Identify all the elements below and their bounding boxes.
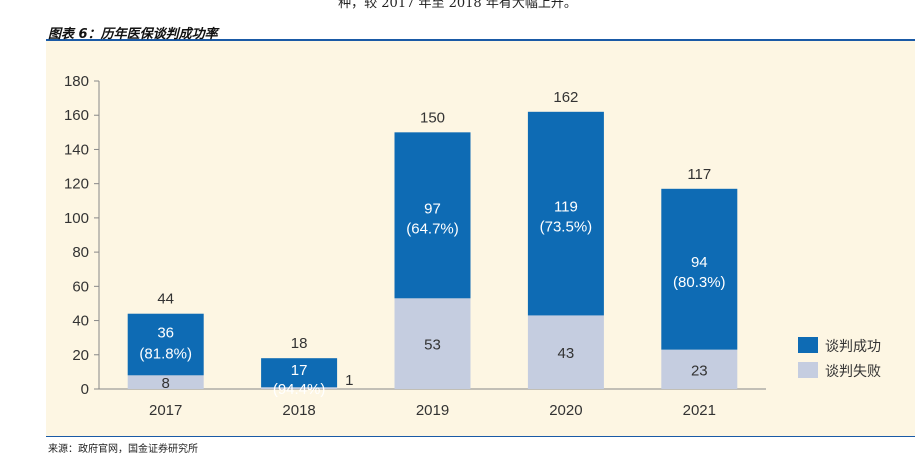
fail-value-label: 43 — [558, 345, 575, 362]
success-rate-label: (94.4%) — [273, 381, 326, 398]
bar-success-2021 — [661, 188, 738, 350]
x-tick-label: 2019 — [416, 402, 449, 419]
success-rate-label: (64.7%) — [406, 220, 459, 237]
success-value-label: 119 — [554, 199, 578, 216]
x-tick-label: 2020 — [549, 402, 582, 419]
total-label: 117 — [687, 166, 711, 183]
total-label: 44 — [157, 291, 174, 308]
total-label: 18 — [291, 335, 308, 352]
legend-swatch-success — [798, 337, 818, 353]
fail-value-label: 8 — [162, 375, 170, 392]
total-label: 162 — [553, 89, 578, 106]
bar-fail-2019 — [394, 298, 471, 389]
figure-title-bar: 图表 6：历年医保谈判成功率 — [46, 21, 915, 42]
legend-label-success: 谈判成功 — [825, 338, 881, 354]
y-tick-label: 0 — [81, 381, 89, 398]
total-label: 150 — [420, 109, 445, 126]
bar-success-2017 — [127, 313, 204, 376]
bar-success-2020 — [527, 111, 604, 316]
x-tick-label: 2021 — [683, 402, 716, 419]
source-note: 来源：政府官网，国金证券研究所 — [48, 444, 198, 455]
figure-title: 图表 6：历年医保谈判成功率 — [48, 27, 218, 42]
success-rate-label: (80.3%) — [673, 274, 726, 291]
success-rate-label: (81.8%) — [139, 346, 192, 363]
fail-value-label: 53 — [424, 337, 441, 354]
y-tick-label: 120 — [64, 176, 89, 193]
y-tick-label: 160 — [64, 107, 89, 124]
x-tick-label: 2018 — [282, 402, 315, 419]
stacked-bar-chart: 0 20 40 60 80 100 120 140 160 180 2017 44 36 (81.8%) 8… — [64, 73, 881, 419]
chart-panel: 0 20 40 60 80 100 120 140 160 180 2017 44 36 (81.8%) 8… — [46, 41, 915, 436]
success-value-label: 17 — [291, 362, 308, 379]
bar-fail-2018 — [261, 387, 338, 389]
bar-fail-2021 — [661, 349, 738, 389]
y-tick-label: 140 — [64, 141, 89, 158]
y-tick-label: 60 — [72, 278, 89, 295]
success-value-label: 36 — [157, 325, 174, 342]
preceding-text-snippet: 种，较 2017 年至 2018 年有大幅上升。 — [338, 0, 577, 11]
bar-success-2019 — [394, 132, 471, 299]
y-tick-label: 180 — [64, 73, 89, 90]
fail-value-label: 1 — [345, 372, 353, 389]
y-tick-label: 100 — [64, 210, 89, 227]
bar-fail-2020 — [527, 315, 604, 389]
legend-label-fail: 谈判失败 — [825, 363, 881, 379]
x-tick-label: 2017 — [149, 402, 182, 419]
y-tick-label: 20 — [72, 347, 89, 364]
bar-success-2018 — [261, 358, 338, 388]
fail-value-label: 23 — [691, 362, 708, 379]
y-tick-label: 40 — [72, 313, 89, 330]
success-value-label: 97 — [424, 200, 441, 217]
source-bar: 来源：政府官网，国金证券研究所 — [46, 436, 915, 458]
success-rate-label: (73.5%) — [540, 219, 593, 236]
bar-fail-2017 — [127, 375, 204, 389]
success-value-label: 94 — [691, 254, 708, 271]
y-tick-label: 80 — [72, 244, 89, 261]
legend-swatch-fail — [798, 362, 818, 378]
